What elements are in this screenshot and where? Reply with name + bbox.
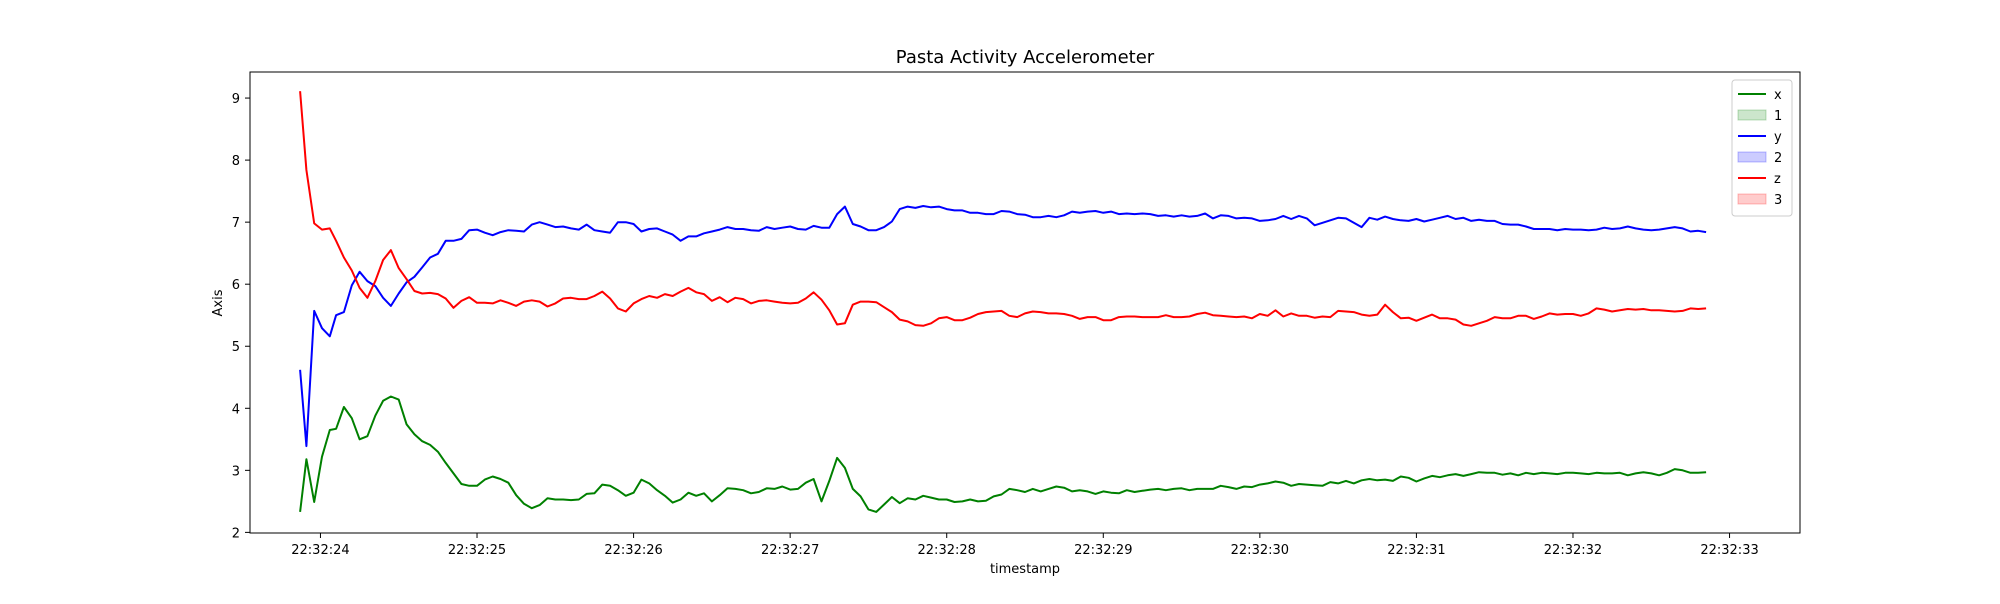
legend-swatch-1 <box>1737 109 1767 121</box>
y-tick-label: 5 <box>232 340 240 355</box>
x-axis-ticks: 22:32:24 22:32:25 22:32:26 22:32:27 22:32:28… <box>291 533 1759 558</box>
legend-label-z: z <box>1774 172 1781 187</box>
x-tick-label: 22:32:32 <box>1544 543 1602 558</box>
legend-swatch-2 <box>1737 151 1767 163</box>
x-tick-label: 22:32:29 <box>1074 543 1132 558</box>
x-tick-label: 22:32:33 <box>1700 543 1758 558</box>
legend-swatch-3 <box>1737 193 1767 205</box>
y-tick-label: 9 <box>232 92 240 107</box>
y-tick-label: 2 <box>232 526 240 541</box>
x-tick-label: 22:32:28 <box>918 543 976 558</box>
y-tick-label: 4 <box>232 402 240 417</box>
series-line-x <box>299 395 1707 513</box>
x-tick-label: 22:32:27 <box>761 543 819 558</box>
legend: x 1 y 2 z 3 <box>1731 79 1793 217</box>
x-tick-label: 22:32:26 <box>604 543 662 558</box>
y-axis-label: Axis <box>211 289 226 316</box>
legend-label-y: y <box>1774 130 1782 145</box>
x-tick-label: 22:32:30 <box>1231 543 1289 558</box>
series-line-z <box>299 91 1707 327</box>
y-axis-ticks: 2 3 4 5 6 7 8 9 <box>232 92 250 541</box>
legend-label-2: 2 <box>1774 151 1782 166</box>
x-tick-label: 22:32:24 <box>291 543 349 558</box>
legend-label-x: x <box>1774 88 1782 103</box>
plot-area-frame <box>249 71 1801 534</box>
y-tick-label: 6 <box>232 278 240 293</box>
y-tick-label: 8 <box>232 154 240 169</box>
legend-box <box>1731 79 1793 217</box>
chart-title: Pasta Activity Accelerometer <box>896 47 1155 68</box>
legend-label-3: 3 <box>1774 193 1782 208</box>
legend-label-1: 1 <box>1774 109 1782 124</box>
x-axis-label: timestamp <box>990 562 1060 577</box>
y-tick-label: 7 <box>232 216 240 231</box>
y-tick-label: 3 <box>232 464 240 479</box>
series-line-y <box>299 205 1707 448</box>
x-tick-label: 22:32:25 <box>448 543 506 558</box>
x-tick-label: 22:32:31 <box>1387 543 1445 558</box>
series-layer <box>299 91 1707 513</box>
